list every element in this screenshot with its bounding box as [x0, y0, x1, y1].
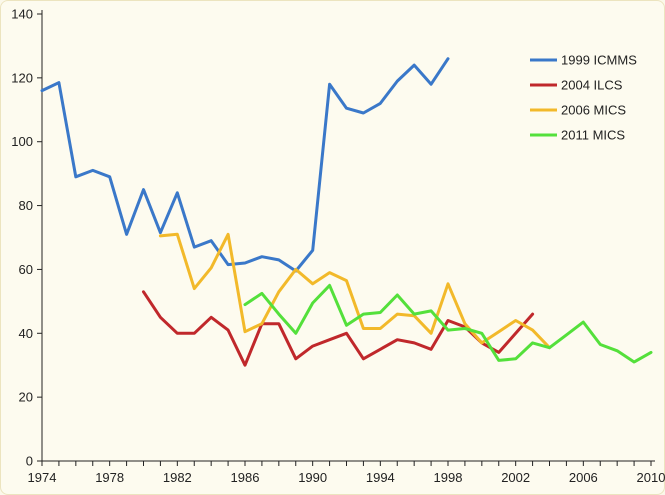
- legend-label: 1999 ICMMS: [561, 53, 637, 68]
- y-tick-label: 40: [19, 326, 33, 341]
- legend-label: 2006 MICS: [561, 103, 626, 118]
- x-tick-label: 2006: [569, 470, 598, 485]
- y-tick-label: 120: [11, 70, 33, 85]
- chart-axes: 0 20 40 60 80 100 120 140 1974 1978 1982 1986 1990 19…: [11, 7, 665, 486]
- x-tick-label: 1974: [28, 470, 57, 485]
- y-tick-label: 140: [11, 7, 33, 22]
- series-lines: [40, 57, 653, 367]
- legend-label: 2004 ILCS: [561, 78, 623, 93]
- x-tick-label: 1982: [163, 470, 192, 485]
- chart-legend: 1999 ICMMS 2004 ILCS 2006 MICS 2011 MICS: [530, 53, 637, 143]
- series-line-1999-icmms: [40, 57, 450, 273]
- x-tick-label: 1994: [366, 470, 395, 485]
- y-tick-label: 0: [26, 454, 33, 469]
- y-tick-label: 60: [19, 262, 33, 277]
- y-tick-label: 100: [11, 134, 33, 149]
- x-tick-label: 2002: [501, 470, 530, 485]
- x-tick-label: 1986: [231, 470, 260, 485]
- x-tick-label: 2010: [637, 470, 665, 485]
- series-line-2006-mics: [158, 232, 551, 350]
- x-tick-label: 1998: [434, 470, 463, 485]
- legend-label: 2011 MICS: [561, 128, 625, 143]
- series-line-2011-mics: [243, 283, 653, 364]
- x-tick-label: 1978: [95, 470, 124, 485]
- y-tick-label: 20: [19, 390, 33, 405]
- x-tick-label: 1990: [298, 470, 327, 485]
- y-tick-label: 80: [19, 198, 33, 213]
